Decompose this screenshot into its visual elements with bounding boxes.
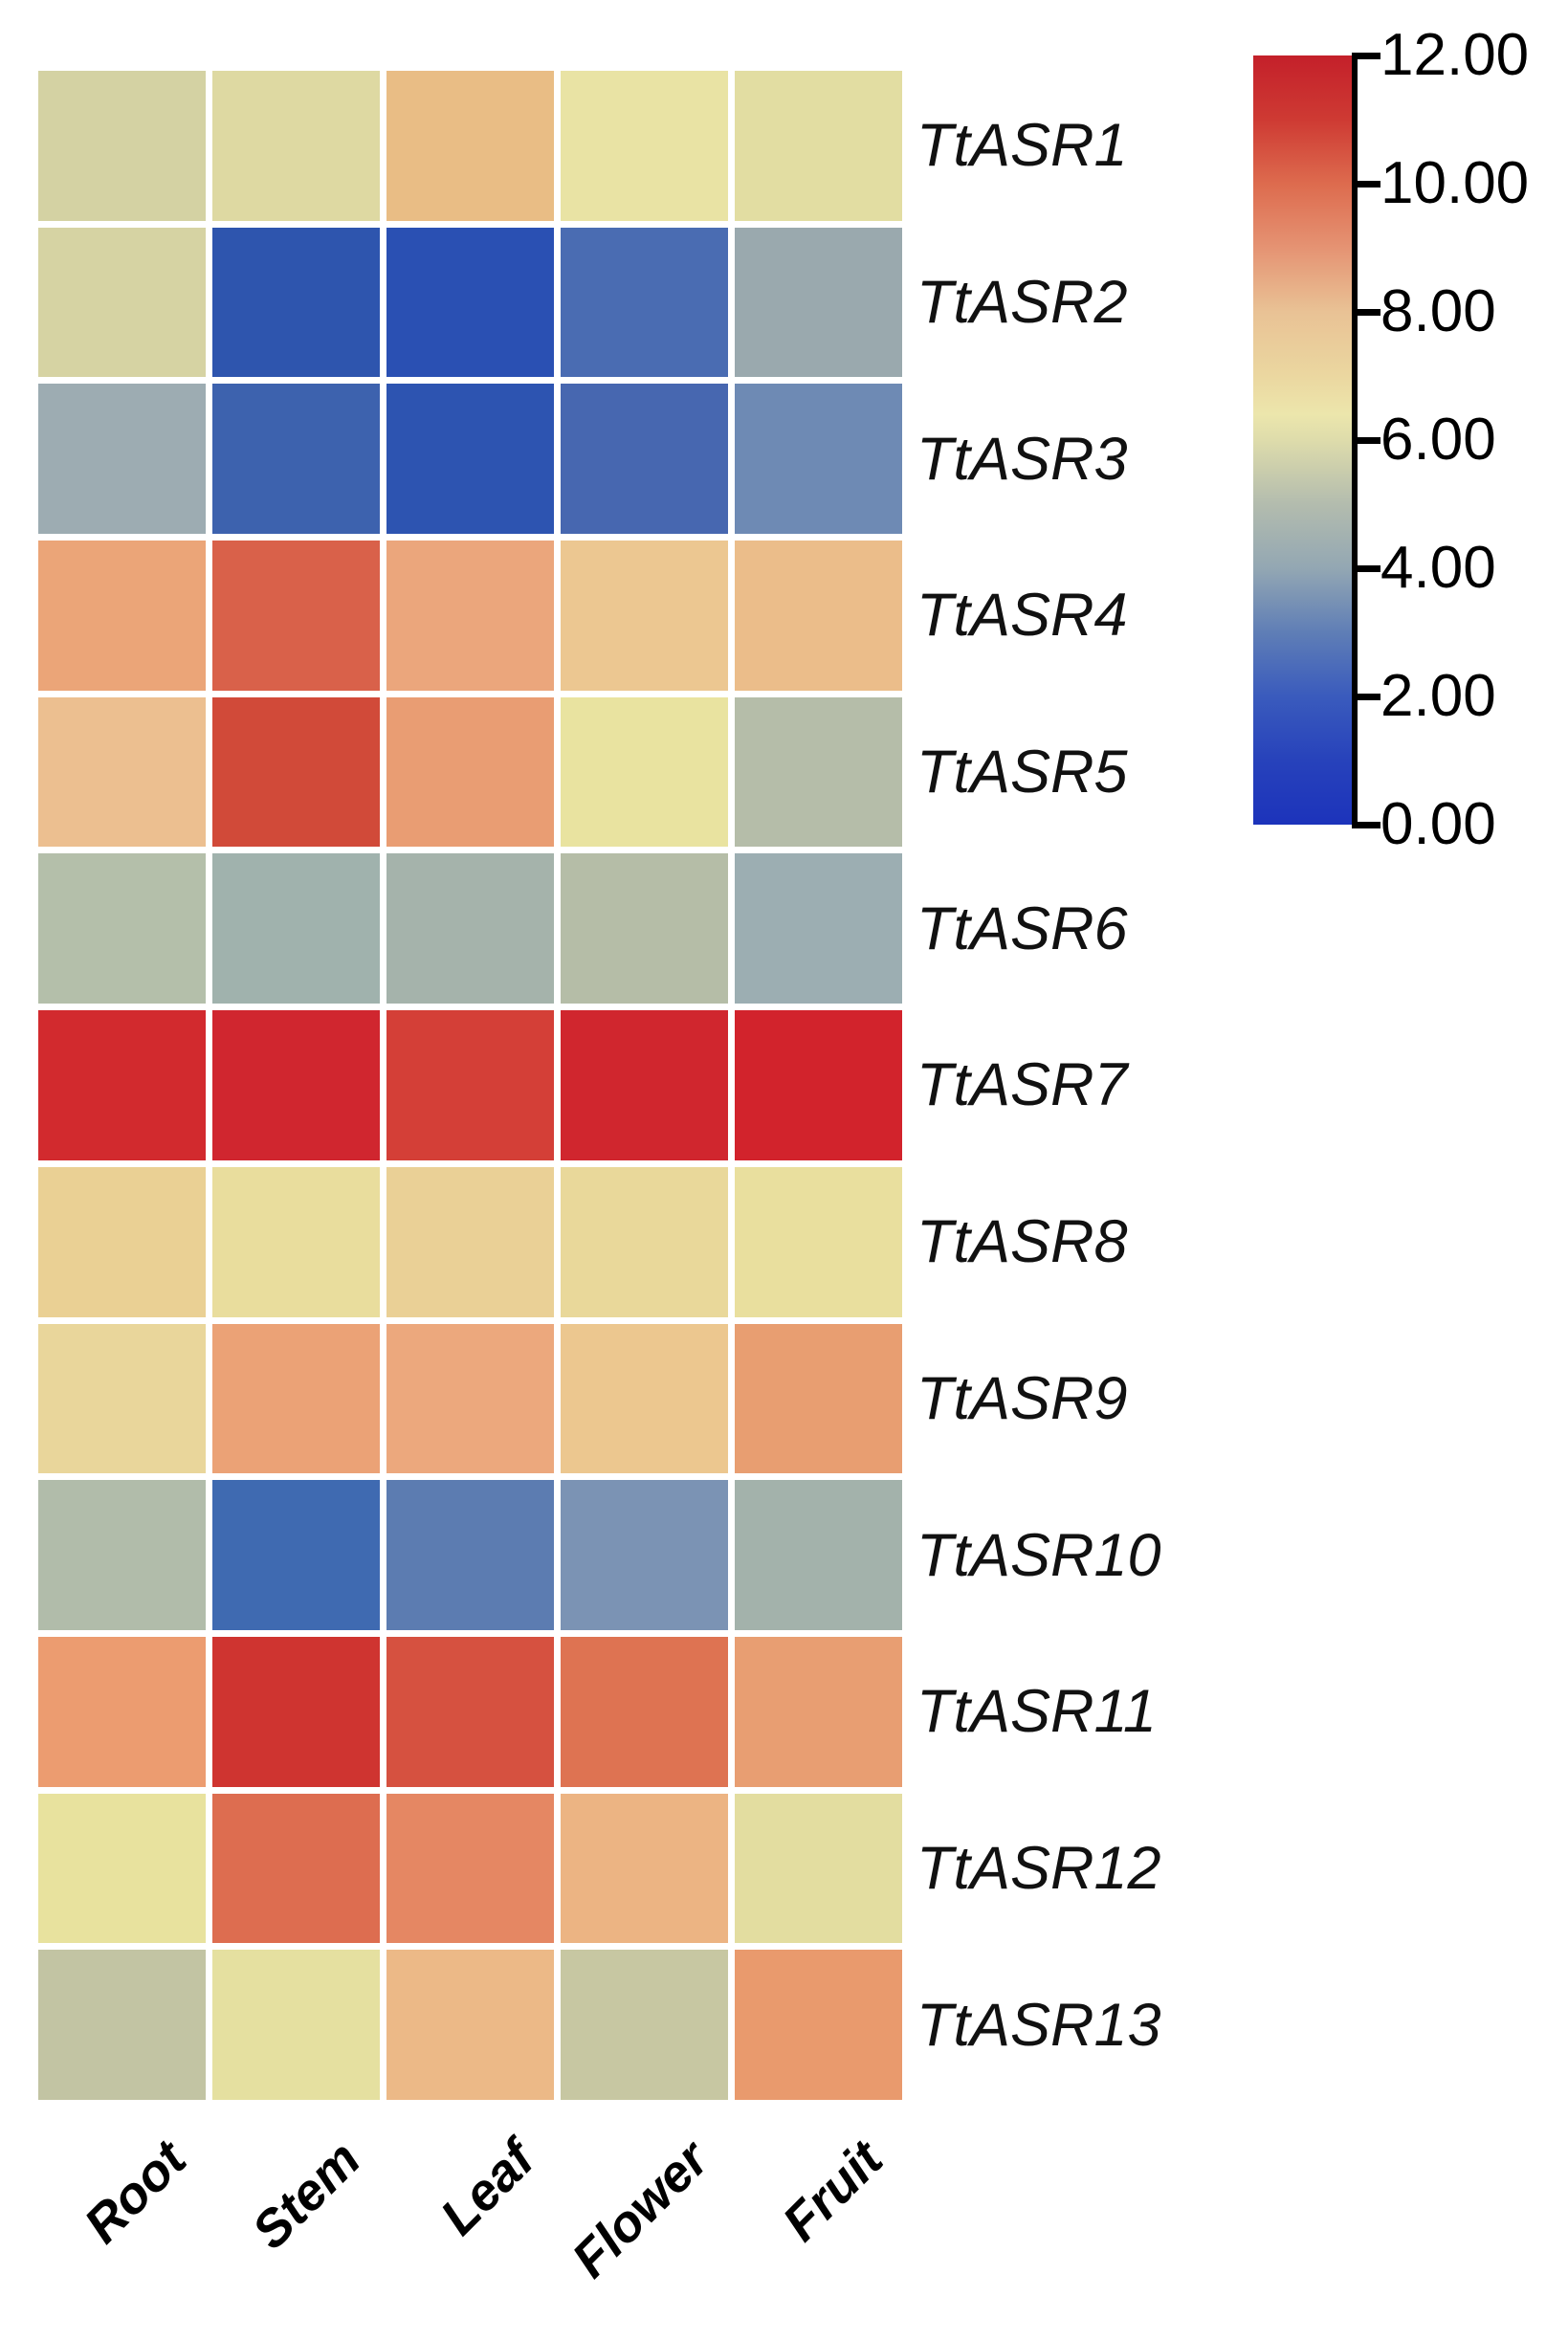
gene-label: TtASR2: [917, 269, 1128, 337]
heatmap-cell: [561, 227, 728, 378]
heatmap-cell: [386, 541, 554, 691]
heatmap-cell: [386, 227, 554, 378]
heatmap-cell: [38, 1950, 206, 2100]
heatmap-cell: [386, 1010, 554, 1160]
heatmap-cell: [561, 853, 728, 1004]
heatmap-cell: [561, 1480, 728, 1630]
heatmap-cell: [38, 853, 206, 1004]
heatmap-cell: [38, 696, 206, 848]
heatmap-cell: [561, 541, 728, 691]
heatmap-cell: [212, 1950, 380, 2100]
heatmap-cell: [386, 1636, 554, 1787]
gene-label: TtASR9: [917, 1364, 1128, 1432]
gene-label: TtASR3: [917, 425, 1128, 493]
colorbar-tick-label: 0.00: [1380, 791, 1496, 857]
heatmap-cell: [561, 1166, 728, 1317]
heatmap-cell: [386, 1950, 554, 2100]
colorbar-tick: [1358, 693, 1380, 700]
heatmap-cell: [735, 1636, 902, 1787]
heatmap-cell: [212, 541, 380, 691]
heatmap-cell: [561, 71, 728, 221]
colorbar-tick: [1358, 180, 1380, 188]
heatmap-cell: [735, 1010, 902, 1160]
colorbar-tick: [1358, 308, 1380, 316]
heatmap-cell: [735, 1950, 902, 2100]
colorbar-tick-label: 4.00: [1380, 535, 1496, 601]
heatmap-cell: [386, 384, 554, 535]
heatmap-cell: [735, 1480, 902, 1630]
heatmap-cell: [38, 1010, 206, 1160]
gene-label: TtASR13: [917, 1991, 1161, 2059]
heatmap-cell: [212, 1480, 380, 1630]
heatmap-cell: [735, 853, 902, 1004]
heatmap-cell: [735, 1166, 902, 1317]
heatmap-cell: [212, 1323, 380, 1474]
heatmap-cell: [38, 71, 206, 221]
heatmap-cell: [38, 1480, 206, 1630]
heatmap-cell: [561, 384, 728, 535]
heatmap-cell: [212, 696, 380, 848]
heatmap-cell: [561, 1323, 728, 1474]
colorbar-tick-label: 8.00: [1380, 278, 1496, 344]
heatmap-grid: [38, 71, 902, 2100]
heatmap-cell: [38, 1166, 206, 1317]
heatmap-cell: [212, 853, 380, 1004]
gene-label: TtASR6: [917, 894, 1128, 962]
heatmap-cell: [38, 1636, 206, 1787]
gene-label: TtASR8: [917, 1208, 1128, 1276]
gene-label: TtASR1: [917, 112, 1128, 180]
heatmap-cell: [561, 1010, 728, 1160]
colorbar-tick: [1358, 564, 1380, 572]
gene-label: TtASR4: [917, 582, 1128, 650]
heatmap-cell: [386, 853, 554, 1004]
colorbar-tick-label: 6.00: [1380, 407, 1496, 473]
heatmap-cell: [735, 71, 902, 221]
heatmap-cell: [212, 1166, 380, 1317]
colorbar-tick: [1358, 52, 1380, 59]
gene-label: TtASR10: [917, 1521, 1161, 1589]
heatmap-cell: [386, 71, 554, 221]
colorbar-tick: [1358, 436, 1380, 444]
heatmap-cell: [561, 1636, 728, 1787]
heatmap-cell: [38, 227, 206, 378]
gene-label: TtASR11: [917, 1678, 1157, 1746]
heatmap-cell: [386, 696, 554, 848]
heatmap-cell: [38, 1323, 206, 1474]
gene-label: TtASR7: [917, 1051, 1128, 1119]
heatmap-cell: [561, 1793, 728, 1944]
colorbar-gradient: [1253, 55, 1353, 825]
colorbar-tick-label: 12.00: [1380, 22, 1530, 88]
heatmap-cell: [386, 1793, 554, 1944]
heatmap-cell: [212, 1793, 380, 1944]
colorbar-tick-label: 10.00: [1380, 150, 1530, 216]
heatmap-cell: [212, 384, 380, 535]
heatmap-cell: [212, 1010, 380, 1160]
heatmap-cell: [735, 541, 902, 691]
colorbar-axis-line: [1352, 53, 1358, 828]
heatmap-cell: [561, 696, 728, 848]
heatmap-cell: [38, 1793, 206, 1944]
heatmap-cell: [38, 384, 206, 535]
gene-label: TtASR12: [917, 1834, 1161, 1902]
heatmap-cell: [735, 1793, 902, 1944]
heatmap-cell: [735, 1323, 902, 1474]
colorbar-tick: [1358, 821, 1380, 828]
heatmap-cell: [212, 1636, 380, 1787]
heatmap-cell: [386, 1166, 554, 1317]
gene-labels: TtASR1 TtASR2 TtASR3 TtASR4 TtASR5 TtASR6 TtAS…: [917, 71, 1318, 2100]
colorbar-tick-label: 2.00: [1380, 663, 1496, 729]
heatmap-cell: [212, 227, 380, 378]
heatmap-cell: [38, 541, 206, 691]
heatmap-cell: [735, 384, 902, 535]
heatmap-cell: [386, 1323, 554, 1474]
gene-label: TtASR5: [917, 739, 1128, 806]
heatmap-cell: [735, 227, 902, 378]
heatmap-cell: [735, 696, 902, 848]
heatmap-cell: [561, 1950, 728, 2100]
heatmap-cell: [212, 71, 380, 221]
heatmap-cell: [386, 1480, 554, 1630]
